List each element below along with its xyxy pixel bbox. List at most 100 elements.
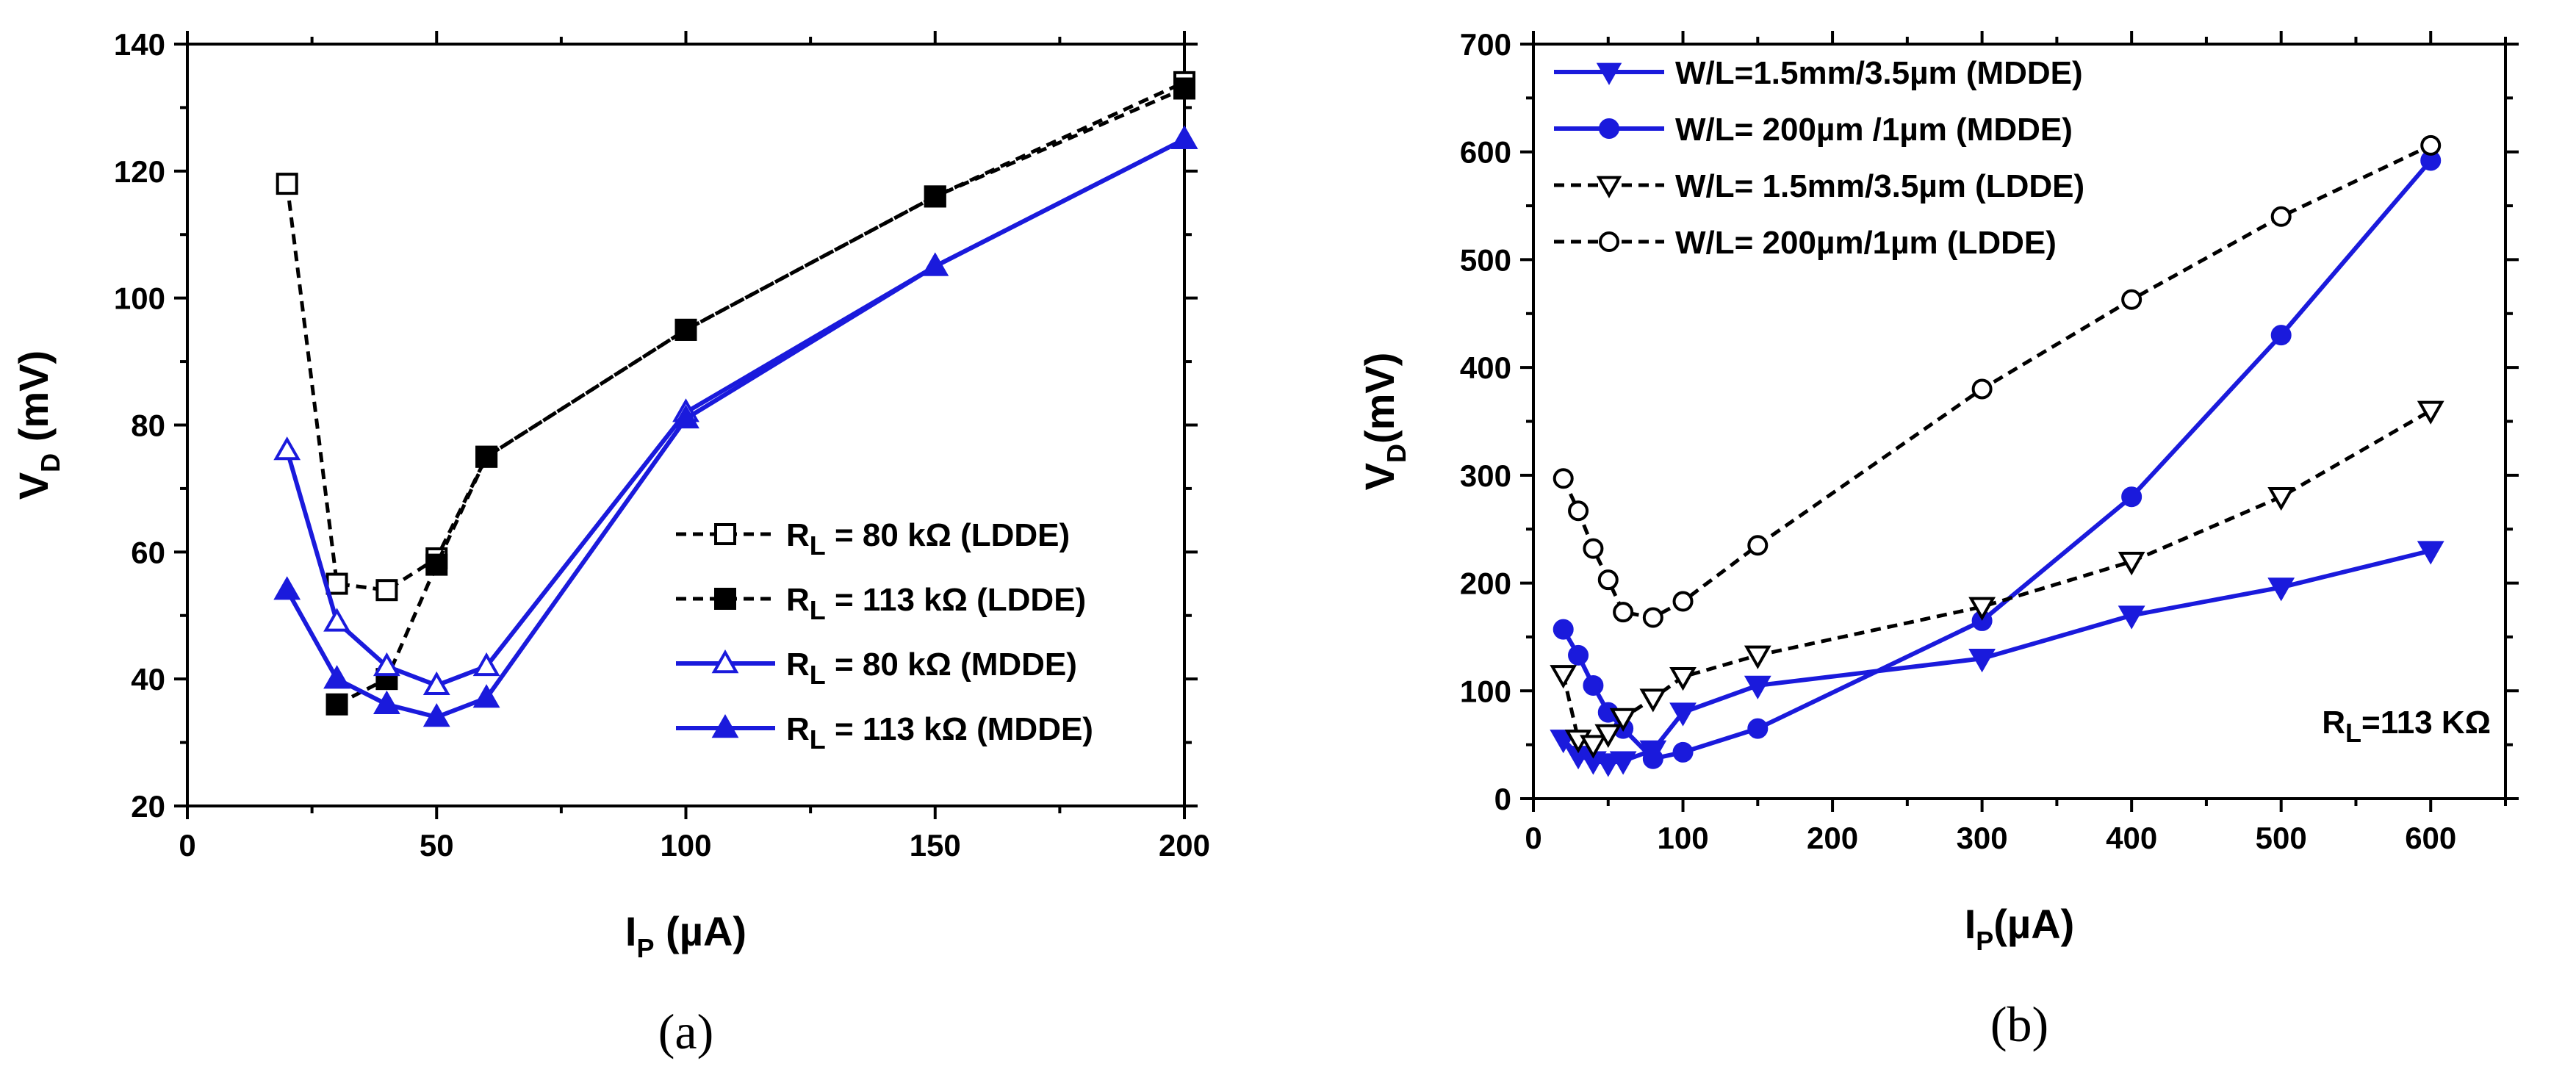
data-point bbox=[2118, 605, 2145, 630]
load-resistance-annotation: RL=113 KΩ bbox=[2322, 705, 2491, 748]
chart-panel-a: 0 50 100 150 200 20 40 60 80 100 120 140 IP (µA) VD (… bbox=[10, 27, 1210, 1059]
data-point bbox=[1669, 667, 1697, 691]
legend-label: RL = 80 kΩ (MDDE) bbox=[786, 647, 1077, 690]
data-point bbox=[273, 436, 301, 461]
legend-marker bbox=[1596, 62, 1622, 85]
legend-label-main: R bbox=[786, 517, 810, 553]
x-tick-label: 500 bbox=[2256, 821, 2307, 855]
data-point bbox=[2270, 325, 2292, 346]
legend-marker bbox=[1599, 118, 1619, 139]
series-line bbox=[285, 137, 1186, 720]
data-point bbox=[672, 404, 699, 429]
data-point bbox=[276, 173, 298, 195]
data-point bbox=[1642, 607, 1663, 628]
data-point bbox=[323, 608, 350, 632]
data-point bbox=[323, 665, 350, 689]
y-tick-label: 400 bbox=[1460, 350, 1511, 385]
series-3 bbox=[1550, 400, 2444, 759]
x-axis-label-unit: (µA) bbox=[1993, 901, 2074, 947]
data-point bbox=[1744, 675, 1771, 699]
legend-label-main: R bbox=[786, 582, 810, 618]
y-tick-label: 300 bbox=[1460, 458, 1511, 493]
annotation-main: R bbox=[2322, 705, 2345, 741]
data-point bbox=[325, 693, 348, 716]
x-tick-label: 200 bbox=[1807, 821, 1858, 855]
y-tick-label: 200 bbox=[1460, 566, 1511, 601]
data-point bbox=[422, 703, 450, 727]
data-point bbox=[1583, 674, 1604, 696]
data-point bbox=[472, 684, 500, 708]
data-point bbox=[1553, 619, 1574, 640]
legend-label-rest: = 113 kΩ (LDDE) bbox=[826, 582, 1086, 618]
y-axis-label-main: V bbox=[10, 472, 57, 500]
data-point bbox=[1669, 702, 1697, 727]
legend-label-main: R bbox=[786, 647, 810, 683]
annotation-rest: =113 KΩ bbox=[2361, 705, 2491, 741]
x-axis-label-main: I bbox=[1965, 901, 1976, 947]
panel-caption: (a) bbox=[658, 1004, 713, 1059]
series-line bbox=[1561, 143, 2432, 620]
legend-marker bbox=[1599, 231, 1619, 252]
data-point bbox=[1613, 602, 1634, 623]
legend-label: W/L= 1.5mm/3.5µm (LDDE) bbox=[1675, 168, 2084, 204]
series-1 bbox=[1550, 541, 2444, 777]
data-point bbox=[1170, 125, 1198, 149]
data-point bbox=[325, 572, 348, 595]
legend-marker bbox=[711, 649, 739, 674]
x-axis-label-sub: P bbox=[636, 933, 654, 963]
data-point bbox=[1672, 591, 1694, 612]
series-2 bbox=[1553, 150, 2442, 769]
data-point bbox=[1971, 378, 1993, 400]
legend-label-rest: = 113 kΩ (MDDE) bbox=[826, 711, 1093, 747]
data-point bbox=[475, 445, 498, 468]
annotation-sub: L bbox=[2345, 718, 2361, 748]
x-tick-label: 100 bbox=[1657, 821, 1708, 855]
legend-label: RL = 113 kΩ (LDDE) bbox=[786, 582, 1086, 625]
x-tick-label: 150 bbox=[910, 828, 961, 863]
x-axis-label-main: I bbox=[625, 908, 637, 954]
legend-label-rest: = 80 kΩ (LDDE) bbox=[826, 517, 1070, 553]
panel-caption: (b) bbox=[1990, 996, 2048, 1052]
data-point bbox=[1580, 735, 1607, 759]
legend-label: RL = 80 kΩ (LDDE) bbox=[786, 517, 1070, 561]
y-axis-label-unit: (mV) bbox=[1356, 353, 1403, 444]
data-point bbox=[373, 652, 400, 677]
y-tick-label: 0 bbox=[1494, 782, 1511, 816]
data-point bbox=[1968, 597, 1996, 621]
legend-marker bbox=[1596, 176, 1622, 198]
y-tick-label: 700 bbox=[1460, 27, 1511, 62]
data-point bbox=[1173, 77, 1195, 100]
y-tick-label: 120 bbox=[114, 154, 165, 189]
plot-frame bbox=[1532, 43, 2507, 800]
legend-label-rest: = 80 kΩ (MDDE) bbox=[826, 647, 1077, 683]
y-axis-label: VD(mV) bbox=[1356, 353, 1411, 491]
data-point bbox=[2417, 541, 2444, 565]
data-point bbox=[1672, 741, 1694, 763]
data-point bbox=[1550, 665, 1577, 689]
data-point bbox=[2118, 552, 2145, 576]
y-tick-label: 40 bbox=[131, 662, 165, 697]
data-point bbox=[1609, 708, 1637, 732]
legend-marker bbox=[714, 523, 736, 545]
data-point bbox=[1568, 644, 1589, 666]
legend: W/L=1.5mm/3.5µm (MDDE) W/L= 200µm /1µm (M… bbox=[1554, 55, 2084, 261]
x-tick-label: 200 bbox=[1159, 828, 1210, 863]
y-tick-label: 100 bbox=[114, 281, 165, 316]
y-tick-label: 20 bbox=[131, 789, 165, 824]
y-tick-label: 80 bbox=[131, 408, 165, 443]
data-point bbox=[1583, 538, 1604, 559]
series-2 bbox=[325, 77, 1195, 716]
y-axis-label-sub: D bbox=[1381, 444, 1411, 463]
data-point bbox=[1747, 535, 1769, 556]
data-point bbox=[1968, 649, 1996, 673]
series-line bbox=[1561, 408, 2432, 747]
x-axis-label: IP(µA) bbox=[1965, 901, 2075, 956]
x-tick-label: 400 bbox=[2106, 821, 2157, 855]
x-tick-label: 0 bbox=[179, 828, 195, 863]
legend-label: W/L=1.5mm/3.5µm (MDDE) bbox=[1675, 55, 2083, 91]
data-point bbox=[2270, 206, 2292, 227]
legend-label-main: R bbox=[786, 711, 810, 747]
legend-label-sub: L bbox=[810, 595, 826, 625]
data-point bbox=[924, 185, 946, 208]
